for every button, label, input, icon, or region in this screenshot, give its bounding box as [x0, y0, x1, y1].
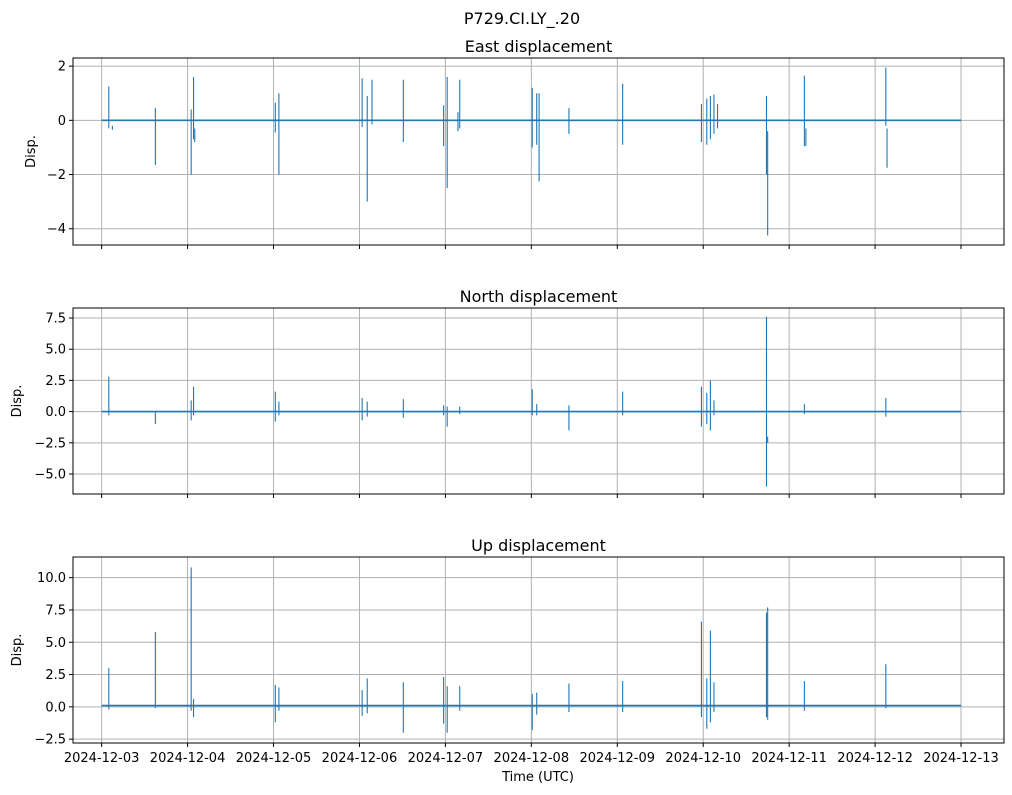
x-tick-label: 2024-12-04	[150, 751, 226, 766]
x-tick-label: 2024-12-10	[665, 751, 741, 766]
panel-title: East displacement	[465, 37, 612, 56]
y-tick-label: 0.0	[45, 700, 66, 715]
y-axis-label: Disp.	[24, 135, 39, 168]
x-tick-label: 2024-12-11	[751, 751, 827, 766]
axes-frame	[72, 556, 1005, 744]
y-tick-label: 2.5	[45, 374, 66, 389]
panel-north: North displacement 7.5 5.0 2.5 0.0 −2.5 −5.0 Di…	[10, 287, 1005, 498]
x-tick-label: 2024-12-12	[837, 751, 913, 766]
y-tick-label: 5.0	[45, 636, 66, 651]
x-tick-label: 2024-12-08	[494, 751, 570, 766]
y-tick-label: 7.5	[45, 603, 66, 618]
y-tick-label: 10.0	[37, 571, 66, 586]
x-tick-label: 2024-12-03	[64, 751, 140, 766]
axes-frame	[72, 307, 1005, 495]
panel-up: Up displacement 2024-12-03 2024-12-04 2024-…	[10, 536, 1005, 766]
y-tick-label: −4	[47, 222, 66, 237]
panel-title: North displacement	[460, 287, 618, 306]
x-tick-label: 2024-12-06	[322, 751, 398, 766]
y-tick-label: −2.5	[34, 733, 66, 748]
figure-suptitle: P729.CI.LY_.20	[464, 9, 580, 29]
y-tick-label: 0	[58, 114, 66, 129]
axes-frame	[72, 57, 1005, 246]
y-tick-label: −5.0	[34, 468, 66, 483]
panel-title: Up displacement	[471, 536, 606, 555]
y-tick-label: −2.5	[34, 436, 66, 451]
y-tick-label: 7.5	[45, 311, 66, 326]
x-axis-label: Time (UTC)	[501, 770, 574, 785]
x-tick-label: 2024-12-07	[408, 751, 484, 766]
y-axis-label: Disp.	[10, 634, 25, 667]
y-tick-label: 0.0	[45, 405, 66, 420]
y-tick-label: 2	[58, 60, 66, 75]
y-tick-label: 5.0	[45, 343, 66, 358]
x-tick-label: 2024-12-05	[236, 751, 312, 766]
x-tick-label: 2024-12-13	[923, 751, 999, 766]
panel-east: East displacement 2 0 −2 −4 Disp.	[24, 37, 1005, 249]
y-tick-label: −2	[47, 168, 66, 183]
y-axis-label: Disp.	[10, 385, 25, 418]
x-tick-label: 2024-12-09	[579, 751, 655, 766]
y-tick-label: 2.5	[45, 668, 66, 683]
